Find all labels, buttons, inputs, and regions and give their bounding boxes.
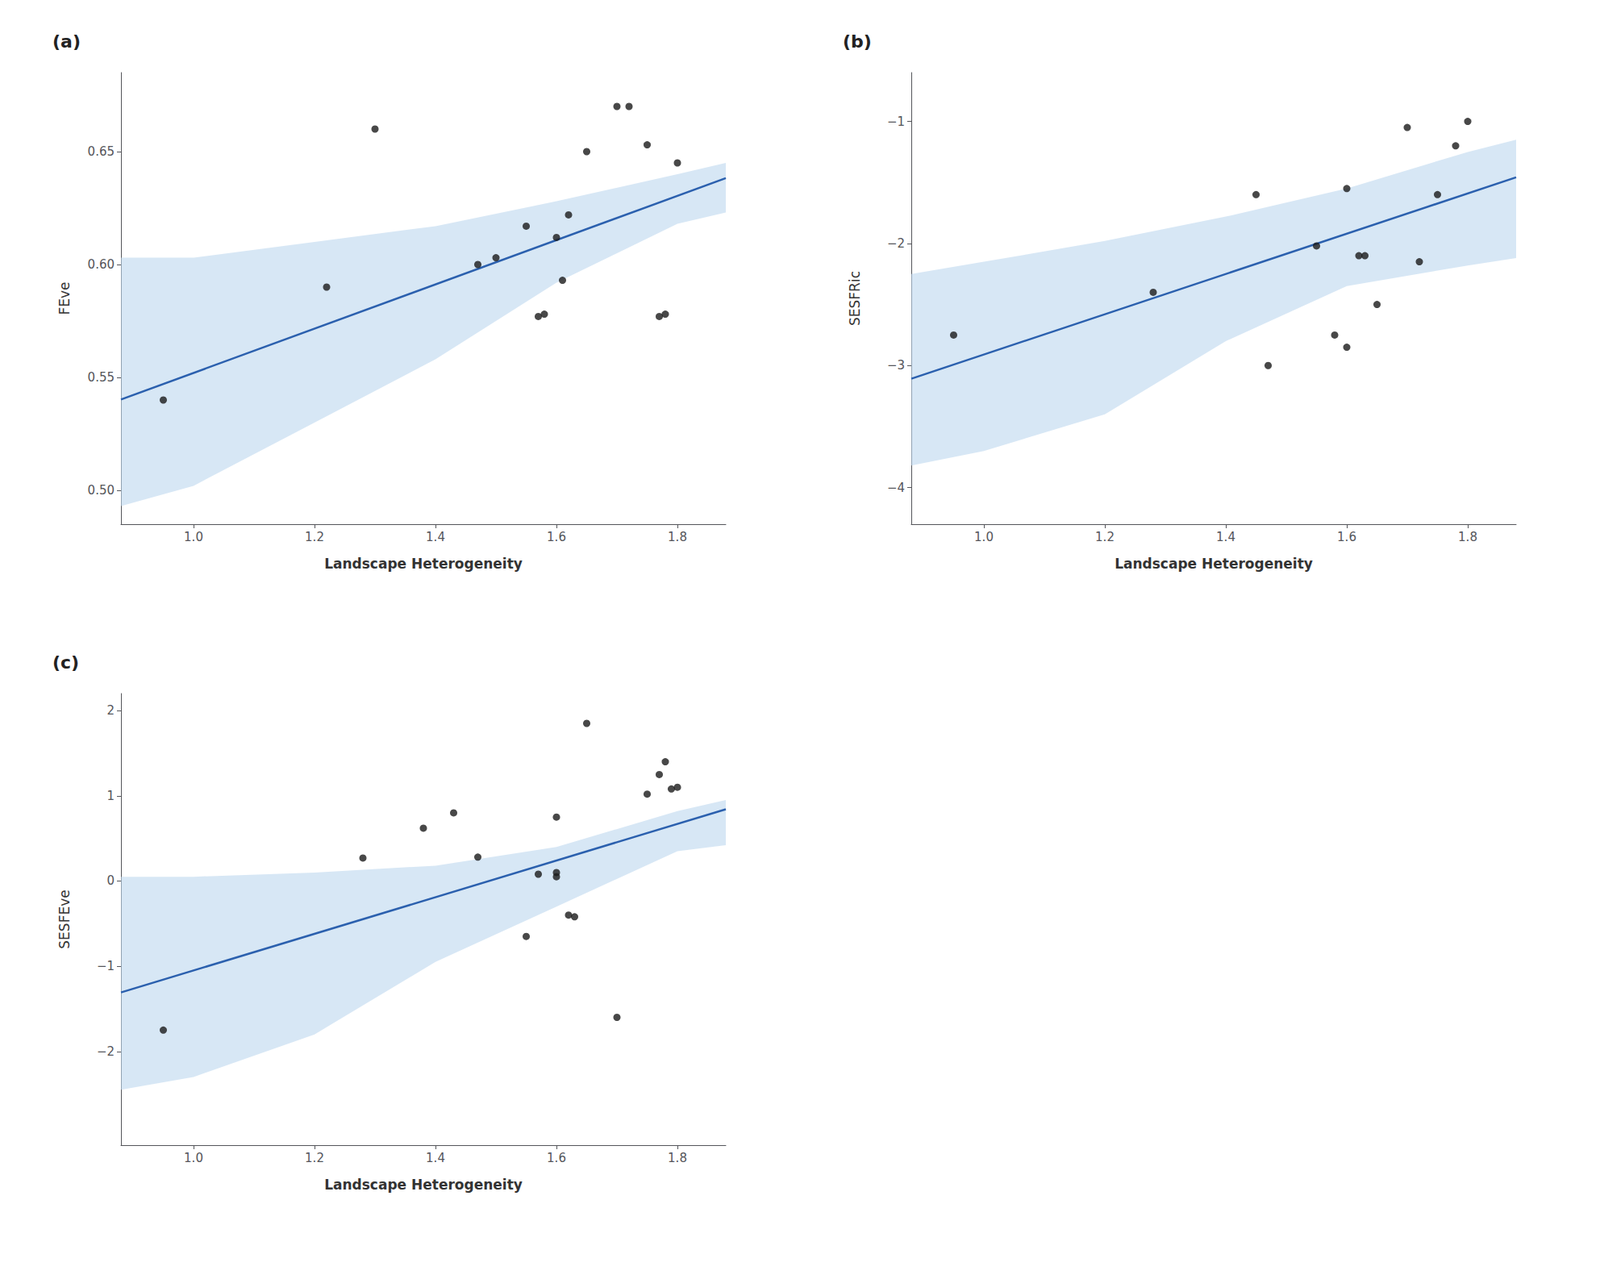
svg-text:(c): (c) — [52, 652, 80, 673]
svg-text:1.2: 1.2 — [1095, 529, 1115, 545]
svg-text:1.0: 1.0 — [183, 1150, 204, 1166]
svg-text:Landscape Heterogeneity: Landscape Heterogeneity — [324, 1176, 523, 1193]
svg-text:2: 2 — [106, 703, 115, 718]
svg-text:−2: −2 — [96, 1044, 115, 1059]
svg-text:(a): (a) — [52, 31, 81, 52]
svg-text:−2: −2 — [887, 236, 905, 251]
svg-text:−1: −1 — [887, 114, 905, 130]
svg-text:SESFEve: SESFEve — [56, 889, 73, 949]
svg-text:0.50: 0.50 — [87, 483, 115, 498]
svg-text:SESFRic: SESFRic — [846, 270, 863, 326]
svg-text:1.2: 1.2 — [304, 529, 325, 545]
svg-text:FEve: FEve — [56, 281, 73, 315]
svg-text:−1: −1 — [96, 958, 115, 974]
svg-text:Landscape Heterogeneity: Landscape Heterogeneity — [324, 555, 523, 572]
svg-text:1.0: 1.0 — [974, 529, 994, 545]
svg-text:1.6: 1.6 — [546, 1150, 567, 1166]
svg-text:1.8: 1.8 — [667, 529, 688, 545]
svg-text:1.2: 1.2 — [304, 1150, 325, 1166]
svg-text:1.8: 1.8 — [667, 1150, 688, 1166]
svg-text:1.6: 1.6 — [1337, 529, 1357, 545]
svg-text:1.4: 1.4 — [1216, 529, 1236, 545]
svg-text:1.8: 1.8 — [1458, 529, 1478, 545]
svg-text:1.4: 1.4 — [425, 529, 446, 545]
svg-text:Landscape Heterogeneity: Landscape Heterogeneity — [1114, 555, 1313, 572]
svg-text:−3: −3 — [887, 358, 905, 373]
svg-text:0.65: 0.65 — [87, 144, 115, 159]
svg-text:1.0: 1.0 — [183, 529, 204, 545]
svg-text:−4: −4 — [887, 480, 905, 496]
svg-text:0: 0 — [106, 873, 115, 888]
svg-text:0.55: 0.55 — [87, 370, 115, 385]
svg-text:(b): (b) — [842, 31, 872, 52]
svg-text:1.6: 1.6 — [546, 529, 567, 545]
svg-text:1.4: 1.4 — [425, 1150, 446, 1166]
svg-text:0.60: 0.60 — [87, 257, 115, 272]
svg-text:1: 1 — [106, 788, 115, 804]
